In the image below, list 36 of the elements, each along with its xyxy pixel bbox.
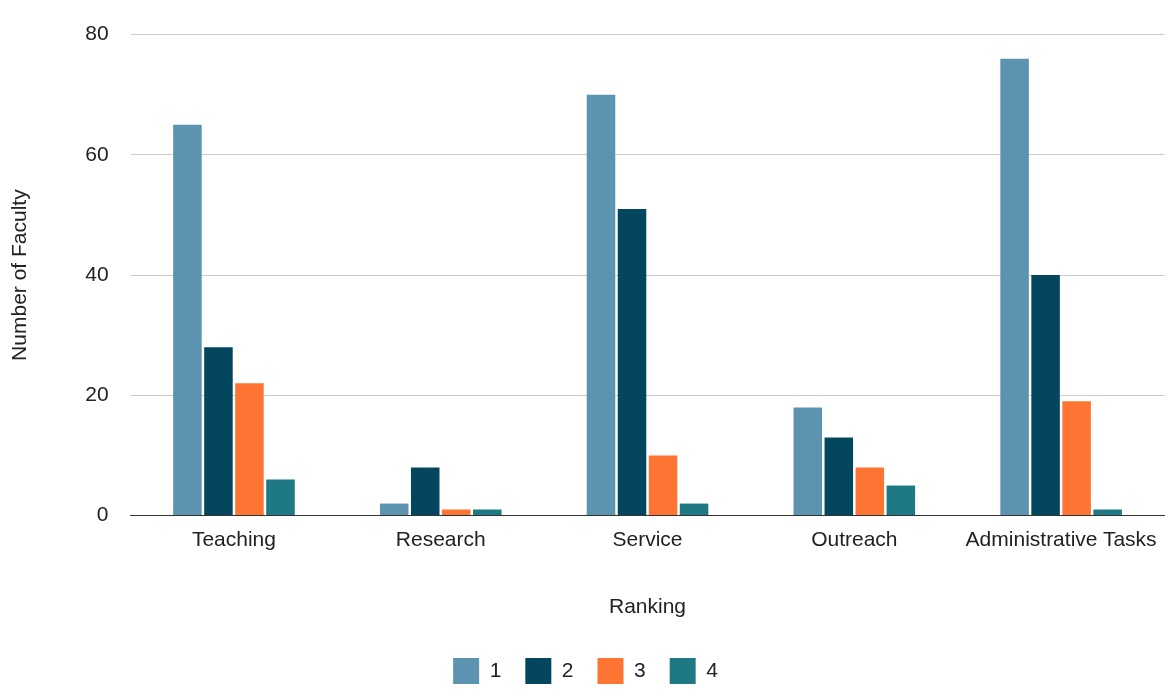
bar [1093,509,1122,516]
y-axis-title: Number of Faculty [7,188,31,361]
bar [473,509,502,516]
bar [617,208,647,516]
bar [1000,58,1029,516]
bar [235,383,264,516]
bar [648,455,678,516]
bar [204,347,233,516]
bar [441,509,471,516]
bar [1031,275,1060,516]
bar [173,124,202,516]
bar [1062,401,1091,516]
x-tick-label: Administrative Tasks [965,527,1157,550]
x-tick-label: Research [395,527,486,550]
y-tick-label: 20 [85,382,109,406]
bar [793,407,823,516]
y-tick-label: 0 [96,502,109,526]
legend-label: 2 [561,657,574,681]
x-tick-label: Teaching [191,527,276,550]
x-tick-label: Service [612,527,683,550]
bar [586,94,616,516]
y-tick-label: 40 [85,261,109,285]
bar [379,503,409,516]
bar [824,437,854,516]
bar [855,467,885,516]
bar [266,479,295,516]
y-tick-label: 80 [85,21,109,45]
y-tick-label: 60 [85,141,109,165]
bar [410,467,440,516]
legend-label: 4 [706,657,719,681]
bar [886,485,916,516]
legend-label: 1 [489,657,502,681]
legend-label: 3 [634,657,646,681]
bar [679,503,709,516]
x-axis-title: Ranking [609,594,687,618]
x-tick-label: Outreach [811,527,898,550]
